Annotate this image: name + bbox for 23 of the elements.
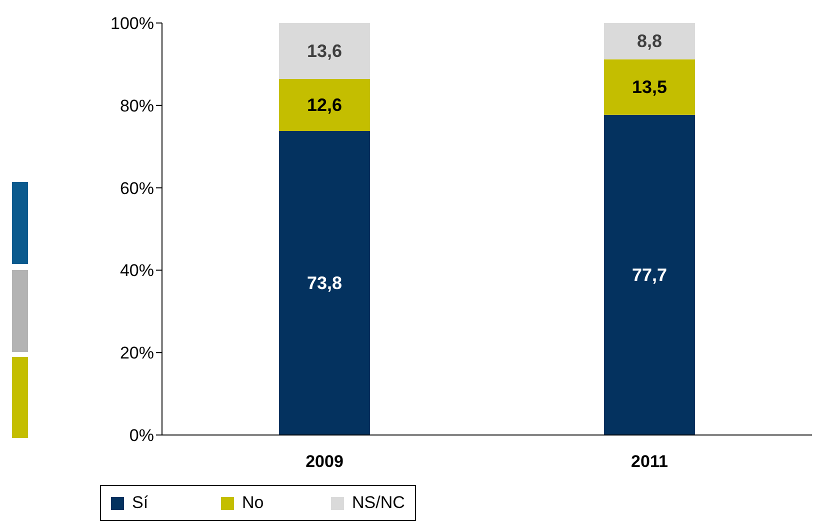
data-label: 73,8: [306, 272, 342, 293]
data-label: 13,5: [632, 77, 668, 98]
x-tick-label: 2009: [306, 452, 344, 472]
y-tick-label: 60%: [120, 178, 154, 198]
y-tick-label: 20%: [120, 344, 154, 363]
y-tick-label: 80%: [120, 96, 154, 116]
x-tick-label: 2011: [631, 452, 668, 472]
legend-label: NS/NC: [352, 493, 405, 513]
bar: [604, 114, 695, 435]
data-label: 12,6: [306, 94, 342, 115]
y-tick-label: 0%: [129, 426, 154, 446]
bar: [604, 23, 695, 60]
legend-label: Sí: [132, 493, 148, 513]
data-label: 13,6: [306, 41, 342, 62]
bar: [279, 79, 370, 131]
data-label: 8,8: [636, 31, 662, 52]
data-label: 77,7: [632, 264, 668, 285]
bar: [279, 23, 370, 80]
y-tick-label: 100%: [110, 14, 154, 34]
legend-label: No: [242, 493, 264, 513]
y-tick-label: 40%: [120, 261, 154, 280]
bar: [604, 59, 695, 115]
bar: [279, 130, 370, 435]
